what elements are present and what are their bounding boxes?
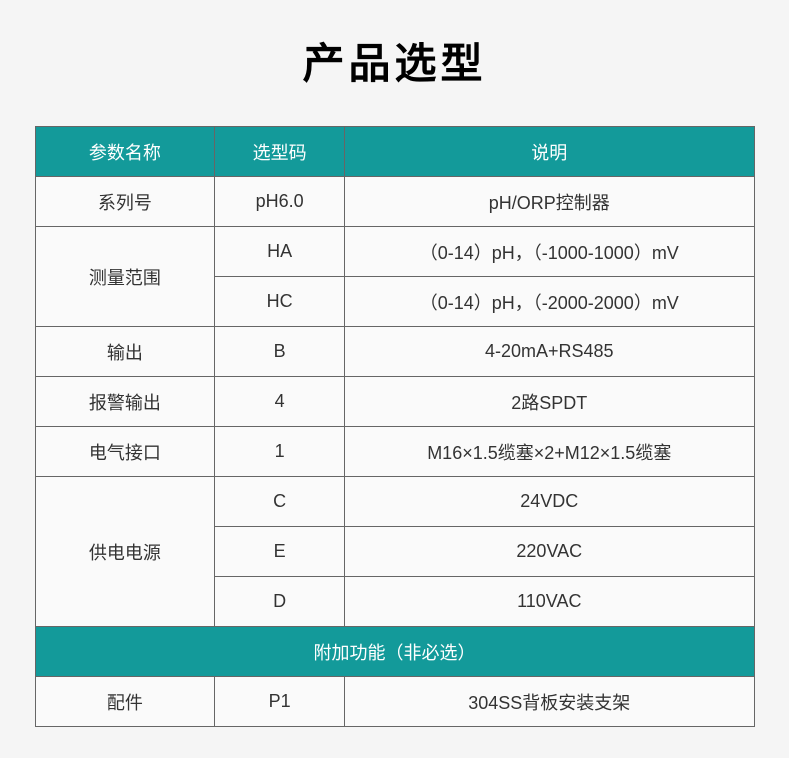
cell-desc: 220VAC [345, 527, 754, 577]
cell-param: 供电电源 [35, 477, 215, 627]
cell-desc: （0-14）pH，（-1000-1000）mV [345, 227, 754, 277]
cell-code: HC [215, 277, 345, 327]
cell-desc: pH/ORP控制器 [345, 177, 754, 227]
header-code: 选型码 [215, 127, 345, 177]
cell-code: D [215, 577, 345, 627]
cell-desc: 24VDC [345, 477, 754, 527]
cell-code: 4 [215, 377, 345, 427]
cell-param: 电气接口 [35, 427, 215, 477]
cell-param: 配件 [35, 677, 215, 727]
cell-code: HA [215, 227, 345, 277]
cell-code: 1 [215, 427, 345, 477]
row-power-1: 供电电源 C 24VDC [35, 477, 754, 527]
cell-addon-header: 附加功能（非必选） [35, 627, 754, 677]
row-alarm: 报警输出 4 2路SPDT [35, 377, 754, 427]
cell-desc: 2路SPDT [345, 377, 754, 427]
row-output: 输出 B 4-20mA+RS485 [35, 327, 754, 377]
row-accessory: 配件 P1 304SS背板安装支架 [35, 677, 754, 727]
cell-desc: 304SS背板安装支架 [345, 677, 754, 727]
cell-desc: （0-14）pH，（-2000-2000）mV [345, 277, 754, 327]
row-electrical: 电气接口 1 M16×1.5缆塞×2+M12×1.5缆塞 [35, 427, 754, 477]
row-series: 系列号 pH6.0 pH/ORP控制器 [35, 177, 754, 227]
cell-desc: M16×1.5缆塞×2+M12×1.5缆塞 [345, 427, 754, 477]
cell-desc: 110VAC [345, 577, 754, 627]
cell-code: pH6.0 [215, 177, 345, 227]
row-addon-header: 附加功能（非必选） [35, 627, 754, 677]
cell-code: C [215, 477, 345, 527]
cell-param: 测量范围 [35, 227, 215, 327]
cell-code: P1 [215, 677, 345, 727]
header-param: 参数名称 [35, 127, 215, 177]
cell-param: 输出 [35, 327, 215, 377]
cell-code: B [215, 327, 345, 377]
cell-param: 报警输出 [35, 377, 215, 427]
selection-table: 参数名称 选型码 说明 系列号 pH6.0 pH/ORP控制器 测量范围 HA … [35, 126, 755, 727]
header-desc: 说明 [345, 127, 754, 177]
cell-desc: 4-20mA+RS485 [345, 327, 754, 377]
page-title: 产品选型 [302, 30, 486, 91]
table-header-row: 参数名称 选型码 说明 [35, 127, 754, 177]
cell-param: 系列号 [35, 177, 215, 227]
row-range-1: 测量范围 HA （0-14）pH，（-1000-1000）mV [35, 227, 754, 277]
cell-code: E [215, 527, 345, 577]
selection-table-wrap: 参数名称 选型码 说明 系列号 pH6.0 pH/ORP控制器 测量范围 HA … [35, 126, 755, 727]
